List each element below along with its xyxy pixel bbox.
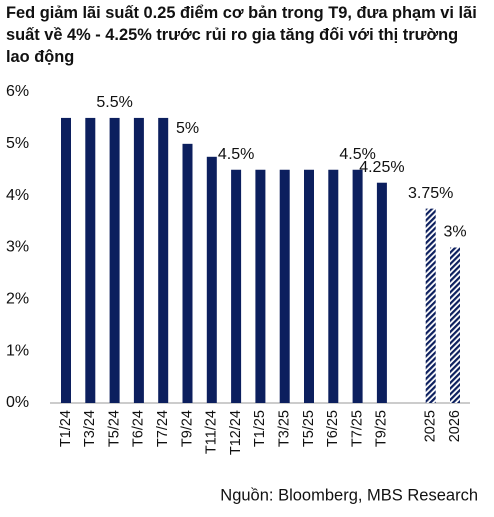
x-tick-label: T3/25	[277, 410, 293, 447]
x-tick-label: T5/24	[106, 410, 122, 447]
bar	[376, 182, 387, 403]
bar	[231, 169, 242, 403]
x-tick-label: T7/24	[155, 410, 171, 447]
bar	[182, 143, 193, 404]
data-label: 5%	[176, 120, 199, 137]
bar	[328, 169, 339, 403]
x-tick-label: T1/25	[252, 410, 268, 447]
bar	[109, 117, 120, 404]
x-tick-label: 2026	[447, 410, 463, 442]
x-tick-label: T11/24	[204, 410, 220, 454]
bar	[255, 169, 266, 403]
x-tick-label: T6/24	[131, 410, 147, 447]
bar	[206, 156, 217, 403]
y-tick-label: 2%	[6, 291, 29, 308]
data-label: 4.25%	[359, 159, 404, 176]
source: Nguồn: Bloomberg, MBS Research	[220, 486, 478, 504]
bar	[85, 117, 96, 404]
bar	[304, 169, 314, 403]
bar	[450, 247, 460, 403]
chart-title: Fed giảm lãi suất 0.25 điểm cơ bản trong…	[6, 4, 477, 66]
data-label: 4.5%	[218, 146, 254, 163]
y-tick-label: 4%	[6, 187, 29, 204]
x-tick-label: T9/25	[374, 410, 390, 447]
y-tick-label: 1%	[6, 342, 29, 359]
bar	[133, 117, 144, 404]
bar	[352, 169, 363, 403]
x-tick-label: T9/24	[179, 410, 195, 447]
x-tick-label: T6/25	[325, 410, 341, 447]
x-tick-label: T3/24	[82, 410, 98, 447]
data-label: 5.5%	[96, 94, 132, 111]
x-tick-label: T12/24	[228, 410, 244, 455]
bar	[61, 117, 71, 404]
x-tick-label: T5/25	[301, 410, 317, 447]
x-tick-label: T7/25	[349, 410, 365, 447]
data-label: 3.75%	[408, 185, 453, 202]
y-tick-label: 0%	[6, 394, 29, 411]
y-tick-label: 3%	[6, 239, 29, 256]
bar	[279, 169, 290, 403]
y-tick-label: 6%	[6, 83, 29, 100]
data-label: 4.5%	[339, 146, 375, 163]
bar	[158, 117, 169, 404]
y-tick-label: 5%	[6, 135, 29, 152]
data-label: 3%	[443, 224, 466, 241]
x-tick-label: 2025	[423, 410, 439, 442]
x-tick-label: T1/24	[58, 410, 74, 447]
bar	[425, 208, 436, 403]
